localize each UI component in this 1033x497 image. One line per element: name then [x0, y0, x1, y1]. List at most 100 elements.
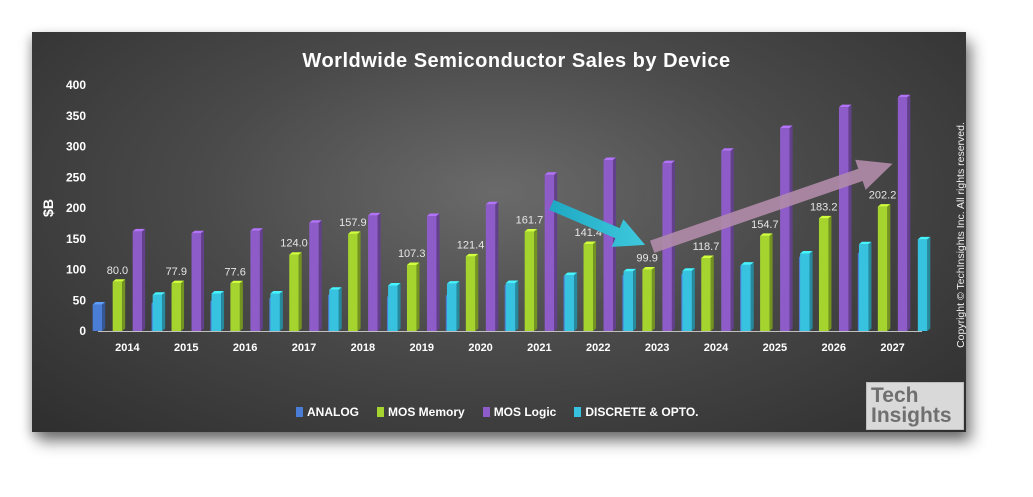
- legend-item-mos-logic: MOS Logic: [482, 404, 557, 420]
- bar-side-mos-memory: [710, 255, 714, 331]
- bar-top-mos-logic: [132, 228, 146, 232]
- bar-top-discrete-opto: [800, 251, 813, 254]
- bar-discrete-opto: [917, 239, 928, 331]
- bar-discrete-opto: [270, 293, 280, 331]
- bar-discrete-opto: [800, 253, 810, 331]
- bar-mos-logic: [897, 97, 908, 331]
- bar-top-discrete-opto: [564, 272, 578, 276]
- bar-mos-logic: [132, 231, 143, 331]
- data-label: 77.6: [224, 266, 245, 278]
- trend-arrow-down: [549, 199, 646, 247]
- bar-side-mos-logic: [907, 94, 911, 331]
- legend-swatch: [574, 407, 582, 417]
- bar-side-discrete-opto: [633, 268, 637, 331]
- bar-side-mos-logic: [318, 220, 322, 331]
- bar-side-discrete-opto: [868, 241, 872, 331]
- bar-side-mos-logic: [495, 201, 499, 331]
- bar-discrete-opto: [388, 285, 398, 331]
- bar-side-discrete-opto: [691, 268, 695, 331]
- bar-discrete-opto: [329, 289, 339, 331]
- bar-top-mos-logic: [426, 213, 440, 216]
- x-tick-label: 2015: [174, 342, 198, 354]
- bar-top-discrete-opto: [446, 281, 460, 284]
- bar-side-discrete-opto: [397, 282, 401, 331]
- copyright-text: Copyright © TechInsights Inc. All rights…: [955, 122, 967, 348]
- bar-side-discrete-opto: [809, 251, 813, 331]
- bar-mos-memory: [583, 244, 594, 331]
- data-label: 80.0: [107, 265, 128, 277]
- bar-discrete-opto: [682, 270, 692, 331]
- bar-mos-logic: [780, 128, 790, 331]
- bar-top-mos-memory: [465, 253, 479, 257]
- data-label: 118.7: [693, 241, 720, 253]
- bar-top-mos-memory: [877, 204, 891, 207]
- legend-label: MOS Logic: [493, 405, 557, 419]
- bar-side-mos-memory: [475, 253, 479, 331]
- bar-side-discrete-opto: [574, 272, 578, 331]
- x-tick-label: 2024: [704, 342, 729, 354]
- bar-side-mos-logic: [259, 228, 263, 331]
- bar-side-mos-memory: [887, 204, 891, 331]
- x-tick-label: 2025: [763, 342, 787, 354]
- legend-item-analog: ANALOG: [296, 404, 359, 420]
- bar-top-mos-memory: [760, 233, 773, 236]
- bar-top-mos-memory: [112, 279, 126, 282]
- bar-mos-memory: [524, 231, 535, 331]
- bar-mos-memory: [818, 218, 829, 331]
- bar-top-mos-memory: [289, 252, 302, 255]
- bar-top-mos-logic: [191, 230, 205, 234]
- bar-top-mos-logic: [721, 148, 734, 151]
- bar-side-mos-memory: [181, 280, 185, 331]
- bar-side-mos-memory: [651, 267, 655, 331]
- bar-mos-logic: [368, 215, 378, 331]
- bar-side-analog: [102, 302, 106, 331]
- bar-side-mos-memory: [534, 229, 538, 331]
- data-label: 99.9: [636, 253, 657, 265]
- bar-top-mos-logic: [897, 94, 911, 98]
- x-tick-label: 2027: [880, 342, 904, 354]
- bar-side-discrete-opto: [338, 287, 342, 331]
- bar-side-mos-memory: [239, 280, 243, 331]
- data-label: 202.2: [869, 190, 897, 202]
- legend-swatch: [296, 407, 303, 417]
- y-tick-label: 0: [79, 324, 86, 338]
- bar-discrete-opto: [152, 294, 163, 331]
- bar-side-mos-logic: [201, 230, 205, 331]
- bar-side-discrete-opto: [456, 281, 460, 331]
- bar-mos-memory: [348, 233, 358, 331]
- bar-side-mos-memory: [416, 262, 420, 331]
- legend-swatch: [482, 407, 490, 417]
- bar-mos-memory: [289, 254, 299, 331]
- copyright-notice: Copyright © TechInsights Inc. All rights…: [951, 115, 971, 355]
- data-label: 107.3: [398, 248, 426, 260]
- data-label: 121.4: [457, 239, 485, 251]
- bar-mos-logic: [838, 107, 849, 331]
- bar-mos-memory: [112, 281, 123, 331]
- trend-arrow-up: [650, 159, 893, 253]
- bar-top-mos-memory: [642, 267, 655, 270]
- bar-side-mos-memory: [593, 241, 597, 331]
- bar-top-mos-logic: [250, 228, 263, 231]
- data-label: 141.4: [575, 227, 603, 239]
- bar-top-mos-memory: [348, 231, 361, 234]
- bar-top-discrete-opto: [505, 280, 519, 284]
- bar-top-discrete-opto: [682, 268, 695, 271]
- data-label: 161.7: [516, 215, 544, 227]
- bar-top-mos-logic: [603, 157, 617, 161]
- bar-top-mos-logic: [485, 201, 499, 205]
- bar-mos-memory: [877, 206, 888, 331]
- bar-side-mos-logic: [436, 213, 440, 331]
- bar-mos-logic: [485, 204, 496, 331]
- y-tick-label: 400: [66, 78, 86, 92]
- bar-mos-logic: [309, 222, 319, 331]
- bar-top-mos-logic: [838, 104, 852, 108]
- logo-line-2: Insights: [871, 404, 952, 427]
- y-tick-label: 250: [66, 170, 86, 184]
- legend-item-mos-memory: MOS Memory: [377, 404, 465, 420]
- bar-side-discrete-opto: [162, 292, 166, 331]
- x-tick-label: 2019: [409, 342, 433, 354]
- bar-side-discrete-opto: [927, 236, 931, 331]
- data-label: 77.9: [166, 266, 187, 278]
- bar-side-mos-logic: [848, 104, 852, 331]
- legend-swatch: [377, 407, 384, 417]
